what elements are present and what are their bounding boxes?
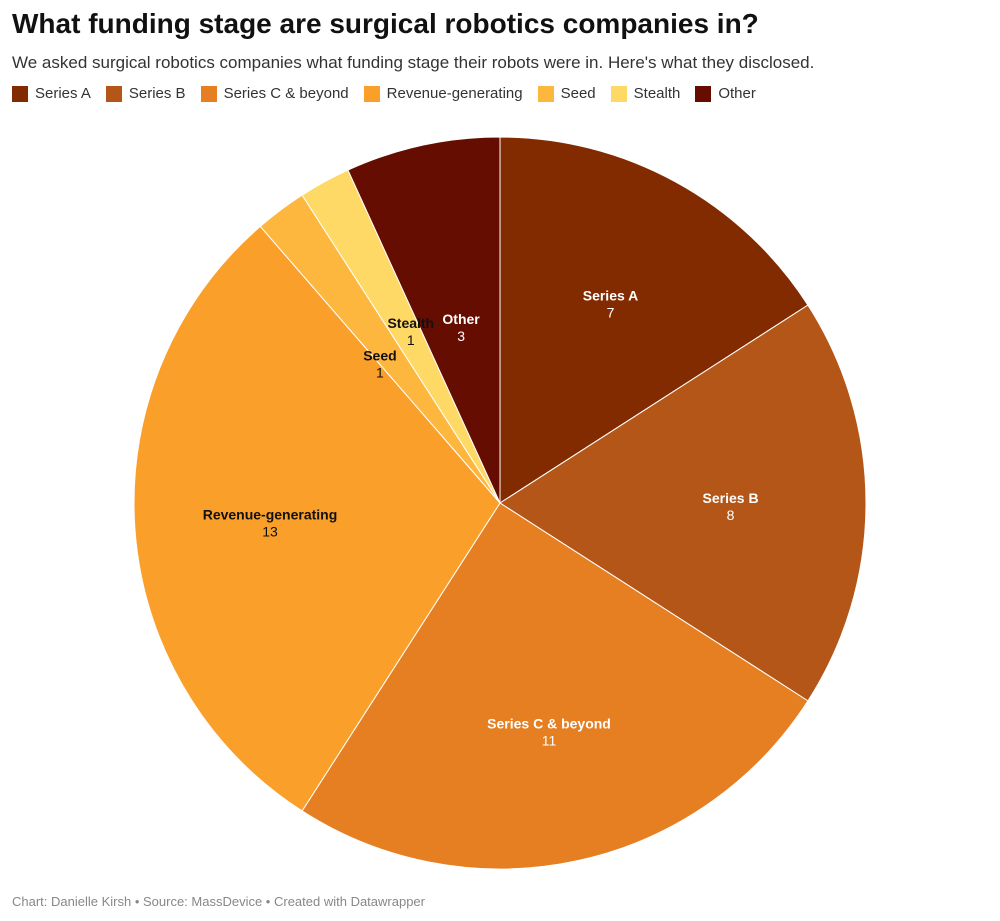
slice-label-series-a: Series A bbox=[583, 288, 639, 304]
pie-slice-series-b bbox=[499, 304, 867, 702]
chart-subtitle: We asked surgical robotics companies wha… bbox=[12, 53, 815, 72]
pie-slice-series-a bbox=[499, 136, 809, 504]
pie-slice-series-c-beyond bbox=[301, 502, 809, 870]
legend-label: Seed bbox=[560, 85, 596, 102]
legend-swatch bbox=[105, 85, 122, 102]
legend-item-revenue-generating: Revenue-generating bbox=[363, 85, 523, 102]
legend-label: Series B bbox=[128, 85, 186, 102]
slice-value-series-c-beyond: 11 bbox=[542, 732, 557, 748]
legend-label: Series A bbox=[35, 85, 91, 102]
slice-label-other: Other bbox=[442, 311, 480, 327]
legend-label: Series C & beyond bbox=[223, 85, 349, 102]
pie-slice-other bbox=[347, 136, 501, 504]
slice-label-seed: Seed bbox=[363, 348, 396, 364]
chart-footer: Chart: Danielle Kirsh • Source: MassDevi… bbox=[12, 894, 425, 909]
chart-legend: Series A Series B Series C & beyond Reve… bbox=[12, 85, 771, 102]
legend-swatch bbox=[12, 85, 28, 102]
legend-label: Other bbox=[718, 85, 756, 102]
legend-item-seed: Seed bbox=[537, 85, 596, 102]
legend-item-series-b: Series B bbox=[105, 85, 186, 102]
slice-value-other: 3 bbox=[457, 328, 465, 344]
slice-value-revenue-generating: 13 bbox=[262, 523, 278, 539]
pie-slices bbox=[133, 136, 867, 870]
legend-label: Revenue-generating bbox=[386, 85, 523, 102]
legend-swatch bbox=[363, 85, 380, 102]
slice-label-revenue-generating: Revenue-generating bbox=[203, 506, 338, 522]
chart-title: What funding stage are surgical robotics… bbox=[12, 8, 759, 39]
legend-swatch bbox=[695, 85, 712, 102]
legend-swatch bbox=[610, 85, 627, 102]
slice-value-series-a: 7 bbox=[607, 305, 615, 321]
legend-label: Stealth bbox=[633, 85, 681, 102]
legend-swatch bbox=[537, 85, 554, 102]
slice-label-series-c-beyond: Series C & beyond bbox=[487, 715, 611, 731]
legend-item-other: Other bbox=[695, 85, 756, 102]
slice-value-seed: 1 bbox=[376, 365, 384, 381]
legend-item-stealth: Stealth bbox=[610, 85, 681, 102]
slice-value-series-b: 8 bbox=[727, 507, 735, 523]
slice-label-series-b: Series B bbox=[703, 490, 759, 506]
pie-slice-revenue-generating bbox=[133, 225, 501, 812]
slice-label-stealth: Stealth bbox=[387, 315, 434, 331]
slice-value-stealth: 1 bbox=[407, 332, 415, 348]
legend-item-series-a: Series A bbox=[12, 85, 91, 102]
legend-swatch bbox=[200, 85, 217, 102]
legend-item-series-c: Series C & beyond bbox=[200, 85, 349, 102]
